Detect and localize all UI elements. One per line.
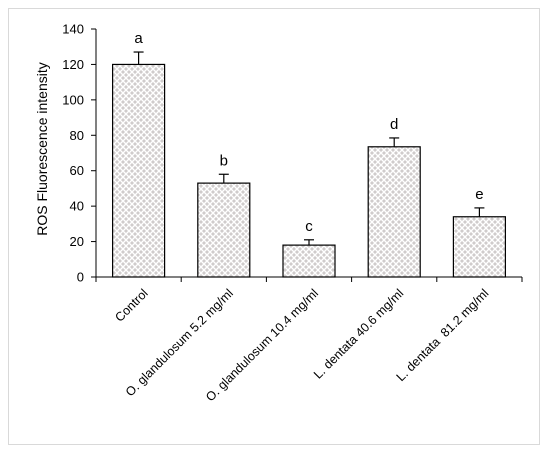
- significance-letter: c: [305, 218, 313, 235]
- bar: [197, 182, 251, 278]
- y-tick-label: 40: [70, 199, 84, 214]
- y-tick-label: 120: [62, 57, 84, 72]
- x-category-label: Control: [112, 286, 150, 324]
- significance-letter: b: [220, 152, 228, 169]
- significance-letter: d: [390, 116, 398, 133]
- y-tick-label: 100: [62, 92, 84, 107]
- y-axis-title: ROS Fluorescence intensity: [34, 62, 50, 236]
- y-axis: 0 20 40 60 80 100 120 140: [62, 22, 97, 285]
- y-tick-label: 60: [70, 163, 84, 178]
- y-tick-label: 80: [70, 128, 84, 143]
- bar: [452, 216, 506, 278]
- y-tick-label: 0: [77, 270, 84, 285]
- significance-letter: e: [475, 186, 483, 203]
- x-category-label: L. dentata 40.6 mg/ml: [311, 286, 406, 381]
- y-tick-label: 20: [70, 234, 84, 249]
- x-category-label: L. dentata 81.2 mg/ml: [394, 286, 492, 384]
- bar: [367, 146, 421, 278]
- bar: [282, 244, 336, 278]
- bars-group: a b c d e: [111, 30, 506, 278]
- chart-frame: [8, 8, 540, 445]
- bar: [111, 63, 166, 278]
- y-tick-label: 140: [62, 22, 84, 37]
- significance-letter: a: [134, 30, 143, 47]
